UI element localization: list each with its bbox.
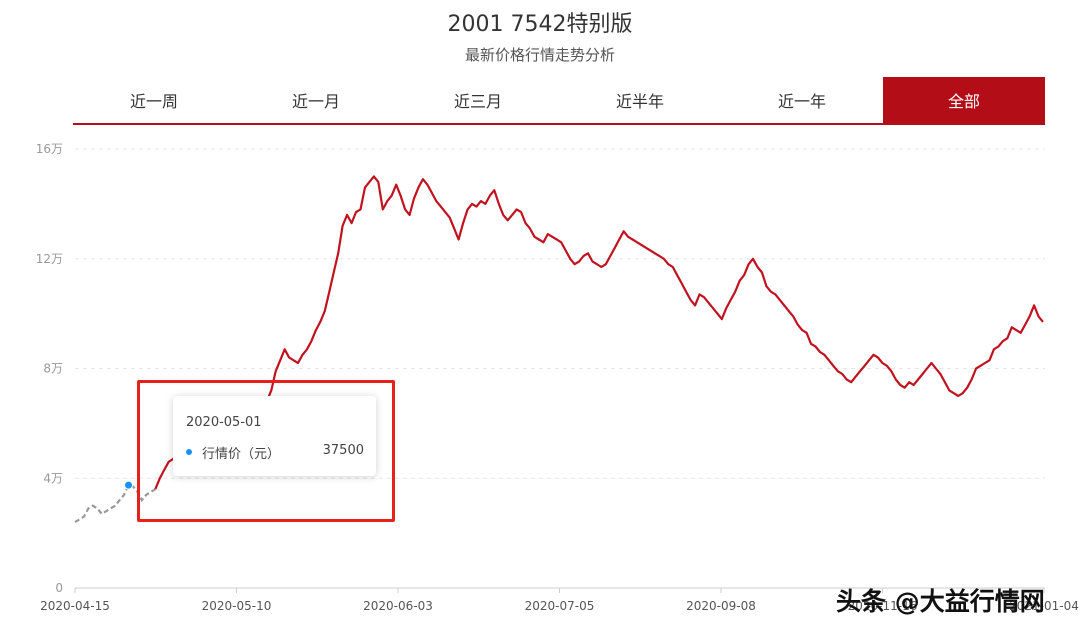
tooltip-label: 行情价（元）: [202, 447, 281, 462]
tab-all[interactable]: 全部: [883, 77, 1045, 123]
tooltip-value: 37500: [322, 443, 364, 458]
range-tabs: 近一周 近一月 近三月 近半年 近一年 全部: [73, 77, 1045, 125]
y-tick-label: 16万: [36, 142, 63, 156]
tab-half-year[interactable]: 近半年: [615, 92, 664, 111]
series-line-dashed: [74, 483, 156, 524]
chart-subtitle: 最新价格行情走势分析: [464, 46, 615, 64]
x-tick-label: 2020-05-10: [202, 599, 272, 613]
tooltip-date: 2020-05-01: [186, 415, 262, 430]
tab-week[interactable]: 近一周: [129, 92, 178, 111]
chart-tooltip: 2020-05-01 行情价（元） 37500: [173, 396, 376, 476]
x-tick-label: 2020-09-08: [686, 599, 756, 613]
tab-three-months[interactable]: 近三月: [453, 92, 502, 111]
y-tick-label: 0: [55, 581, 63, 595]
watermark-text: 头条 @大益行情网: [836, 587, 1045, 616]
x-tick-label: 2020-11-16: [848, 599, 918, 613]
tooltip-series-dot: [186, 449, 192, 455]
tab-month[interactable]: 近一月: [291, 92, 340, 111]
x-tick-label: 2020-06-03: [363, 599, 433, 613]
x-tick-label: 2021-01-04: [1009, 599, 1079, 613]
x-tick-label: 2020-07-05: [525, 599, 595, 613]
series-line: [154, 175, 1044, 490]
highlight-point: [124, 480, 134, 490]
tab-year[interactable]: 近一年: [777, 92, 826, 111]
y-tick-label: 12万: [36, 252, 63, 266]
x-tick-label: 2020-04-15: [40, 599, 110, 613]
y-tick-label: 8万: [43, 362, 63, 376]
chart-title: 2001 7542特别版: [447, 12, 633, 37]
y-tick-label: 4万: [43, 471, 63, 485]
